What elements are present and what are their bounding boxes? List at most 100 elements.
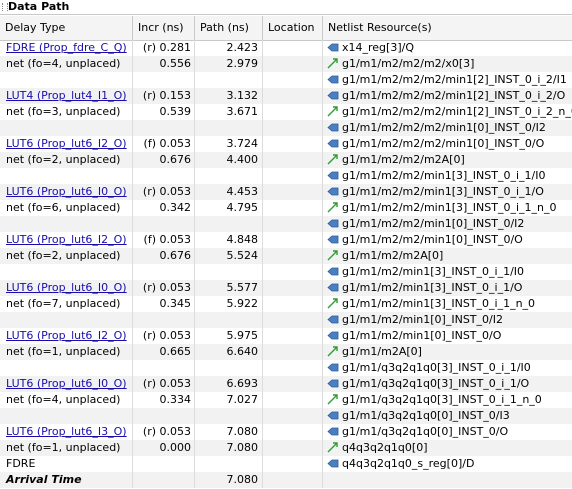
path-cell: 6.693: [195, 376, 263, 392]
table-row[interactable]: LUT4 (Prop_lut4_I1_O) (r) 0.153 3.132 g1/m1…: [0, 88, 572, 104]
net-icon: [327, 106, 339, 117]
delay-type-cell: net (fo=1, unplaced): [0, 344, 133, 360]
delay-type-link[interactable]: LUT6 (Prop_lut6_I2_O): [6, 329, 127, 342]
netlist-resource-cell[interactable]: g1/m1/q3q2q1q0[3]_INST_0_i_1/O: [323, 376, 572, 392]
column-header-path[interactable]: Path (ns): [195, 16, 263, 40]
netlist-resource-cell[interactable]: g1/m1/m2/m2/m2/min1[2]_INST_0_i_2/I1: [323, 72, 572, 88]
path-cell: 4.795: [195, 200, 263, 216]
table-row[interactable]: LUT6 (Prop_lut6_I3_O) (r) 0.053 7.080 g1/m1…: [0, 424, 572, 440]
table-row[interactable]: net (fo=7, unplaced) 0.345 5.922 g1/m1/m2/m…: [0, 296, 572, 312]
netlist-resource-name: g1/m1/m2/m2A[0]: [342, 249, 444, 262]
netlist-resource-name: g1/m1/m2/m2/min1[3]_INST_0_i_1_n_0: [342, 201, 557, 214]
netlist-resource-cell[interactable]: g1/m1/m2/min1[3]_INST_0_i_1/I0: [323, 264, 572, 280]
table-row[interactable]: net (fo=4, unplaced) 0.334 7.027 g1/m1/q3q2…: [0, 392, 572, 408]
table-row[interactable]: g1/m1/m2/min1[0]_INST_0/I2: [0, 312, 572, 328]
path-cell: 3.671: [195, 104, 263, 120]
netlist-resource-cell[interactable]: g1/m1/m2A[0]: [323, 344, 572, 360]
pin-icon: [327, 122, 339, 133]
table-row[interactable]: net (fo=4, unplaced) 0.556 2.979 g1/m1/m2/m…: [0, 56, 572, 72]
table-row[interactable]: LUT6 (Prop_lut6_I0_O) (r) 0.053 4.453 g1/m1…: [0, 184, 572, 200]
netlist-resource-cell[interactable]: g1/m1/m2/m2/min1[3]_INST_0_i_1_n_0: [323, 200, 572, 216]
pin-icon: [327, 426, 339, 437]
table-row[interactable]: net (fo=3, unplaced) 0.539 3.671 g1/m1/m2/m…: [0, 104, 572, 120]
netlist-resource-cell[interactable]: g1/m1/m2/m2/min1[0]_INST_0/I2: [323, 216, 572, 232]
pin-icon: [327, 218, 339, 229]
delay-type-link[interactable]: FDRE (Prop_fdre_C_Q): [6, 41, 127, 54]
netlist-resource-cell[interactable]: g1/m1/m2/m2/m2/min1[2]_INST_0_i_2_n_0: [323, 104, 572, 120]
netlist-resource-cell[interactable]: g1/m1/m2/min1[0]_INST_0/O: [323, 328, 572, 344]
delay-type-net: net (fo=2, unplaced): [6, 249, 121, 262]
incr-cell: (r) 0.153: [133, 88, 195, 104]
netlist-resource-cell[interactable]: g1/m1/m2/min1[3]_INST_0_i_1_n_0: [323, 296, 572, 312]
delay-type-link[interactable]: LUT6 (Prop_lut6_I0_O): [6, 377, 127, 390]
pin-icon: [327, 186, 339, 197]
table-row[interactable]: net (fo=1, unplaced) 0.000 7.080 q4q3q2q1q0…: [0, 440, 572, 456]
location-cell: [263, 424, 323, 440]
netlist-resource-name: g1/m1/m2/min1[0]_INST_0/O: [342, 329, 502, 342]
netlist-resource-cell[interactable]: g1/m1/m2/min1[0]_INST_0/I2: [323, 312, 572, 328]
table-row[interactable]: g1/m1/m2/min1[3]_INST_0_i_1/I0: [0, 264, 572, 280]
drag-handle-icon[interactable]: [2, 3, 8, 11]
delay-type-cell: net (fo=2, unplaced): [0, 248, 133, 264]
netlist-resource-cell[interactable]: g1/m1/m2/m2/m2/min1[0]_INST_0/I2: [323, 120, 572, 136]
netlist-resource-cell[interactable]: g1/m1/m2/m2/min1[3]_INST_0_i_1/O: [323, 184, 572, 200]
table-row[interactable]: LUT6 (Prop_lut6_I2_O) (r) 0.053 5.975 g1/m1…: [0, 328, 572, 344]
delay-type-link[interactable]: LUT6 (Prop_lut6_I0_O): [6, 185, 127, 198]
incr-cell: [133, 168, 195, 184]
column-header-netlist-resource[interactable]: Netlist Resource(s): [328, 21, 432, 34]
table-row[interactable]: g1/m1/m2/m2/min1[0]_INST_0/I2: [0, 216, 572, 232]
delay-type-link[interactable]: LUT6 (Prop_lut6_I3_O): [6, 425, 127, 438]
netlist-resource-cell[interactable]: g1/m1/q3q2q1q0[3]_INST_0_i_1/I0: [323, 360, 572, 376]
column-header-delay-type[interactable]: Delay Type: [0, 16, 133, 40]
table-header: Delay Type Incr (ns) Path (ns) Location …: [0, 16, 572, 41]
netlist-resource-name: g1/m1/m2A[0]: [342, 345, 422, 358]
incr-cell: [133, 312, 195, 328]
netlist-resource-cell[interactable]: g1/m1/q3q2q1q0[3]_INST_0_i_1_n_0: [323, 392, 572, 408]
table-row[interactable]: net (fo=2, unplaced) 0.676 4.400 g1/m1/m2/m…: [0, 152, 572, 168]
arrival-time-label: Arrival Time: [6, 473, 82, 486]
column-header-incr[interactable]: Incr (ns): [133, 16, 195, 40]
delay-type-link[interactable]: LUT6 (Prop_lut6_I0_O): [6, 281, 127, 294]
table-row[interactable]: Arrival Time 7.080: [0, 472, 572, 488]
table-row[interactable]: g1/m1/q3q2q1q0[3]_INST_0_i_1/I0: [0, 360, 572, 376]
netlist-resource-cell[interactable]: g1/m1/m2/min1[3]_INST_0_i_1/O: [323, 280, 572, 296]
netlist-resource-cell[interactable]: q4q3q2q1q0_s_reg[0]/D: [323, 456, 572, 472]
net-icon: [327, 58, 339, 69]
netlist-resource-cell[interactable]: g1/m1/q3q2q1q0[0]_INST_0/O: [323, 424, 572, 440]
table-row[interactable]: net (fo=2, unplaced) 0.676 5.524 g1/m1/m2/m…: [0, 248, 572, 264]
netlist-resource-cell[interactable]: g1/m1/m2/m2/m2/x0[3]: [323, 56, 572, 72]
netlist-resource-cell[interactable]: g1/m1/m2/m2/min1[0]_INST_0/O: [323, 232, 572, 248]
netlist-resource-cell[interactable]: g1/m1/q3q2q1q0[0]_INST_0/I3: [323, 408, 572, 424]
table-row[interactable]: LUT6 (Prop_lut6_I0_O) (r) 0.053 5.577 g1/m1…: [0, 280, 572, 296]
table-row[interactable]: FDRE (Prop_fdre_C_Q) (r) 0.281 2.423 x14_re…: [0, 40, 572, 56]
netlist-resource-cell[interactable]: g1/m1/m2/m2/m2/min1[0]_INST_0/O: [323, 136, 572, 152]
netlist-resource-cell[interactable]: g1/m1/m2/m2/m2/min1[2]_INST_0_i_2/O: [323, 88, 572, 104]
table-row[interactable]: g1/m1/m2/m2/m2/min1[2]_INST_0_i_2/I1: [0, 72, 572, 88]
column-header-location[interactable]: Location: [263, 16, 323, 40]
table-row[interactable]: LUT6 (Prop_lut6_I0_O) (r) 0.053 6.693 g1/m1…: [0, 376, 572, 392]
netlist-resource-cell[interactable]: q4q3q2q1q0[0]: [323, 440, 572, 456]
netlist-resource-cell[interactable]: x14_reg[3]/Q: [323, 40, 572, 56]
data-path-table: Delay Type Incr (ns) Path (ns) Location …: [0, 16, 572, 489]
delay-type-cell: net (fo=4, unplaced): [0, 392, 133, 408]
delay-type-link[interactable]: LUT6 (Prop_lut6_I2_O): [6, 233, 127, 246]
table-row[interactable]: net (fo=6, unplaced) 0.342 4.795 g1/m1/m2/m…: [0, 200, 572, 216]
table-row[interactable]: LUT6 (Prop_lut6_I2_O) (f) 0.053 3.724 g1/m1…: [0, 136, 572, 152]
table-row[interactable]: g1/m1/q3q2q1q0[0]_INST_0/I3: [0, 408, 572, 424]
delay-type-link[interactable]: LUT6 (Prop_lut6_I2_O): [6, 137, 127, 150]
netlist-resource-name: g1/m1/m2/m2/min1[0]_INST_0/I2: [342, 217, 525, 230]
delay-type-link[interactable]: LUT4 (Prop_lut4_I1_O): [6, 89, 127, 102]
table-row[interactable]: FDRE q4q3q2q1q0_s_reg[0]/D: [0, 456, 572, 472]
netlist-resource-cell[interactable]: [323, 472, 572, 488]
pin-icon: [327, 234, 339, 245]
table-row[interactable]: LUT6 (Prop_lut6_I2_O) (f) 0.053 4.848 g1/m1…: [0, 232, 572, 248]
location-cell: [263, 200, 323, 216]
table-row[interactable]: g1/m1/m2/m2/m2/min1[0]_INST_0/I2: [0, 120, 572, 136]
netlist-resource-cell[interactable]: g1/m1/m2/m2A[0]: [323, 248, 572, 264]
net-icon: [327, 298, 339, 309]
incr-cell: 0.539: [133, 104, 195, 120]
netlist-resource-cell[interactable]: g1/m1/m2/m2/min1[3]_INST_0_i_1/I0: [323, 168, 572, 184]
table-row[interactable]: net (fo=1, unplaced) 0.665 6.640 g1/m1/m2A[…: [0, 344, 572, 360]
table-row[interactable]: g1/m1/m2/m2/min1[3]_INST_0_i_1/I0: [0, 168, 572, 184]
netlist-resource-cell[interactable]: g1/m1/m2/m2/m2A[0]: [323, 152, 572, 168]
